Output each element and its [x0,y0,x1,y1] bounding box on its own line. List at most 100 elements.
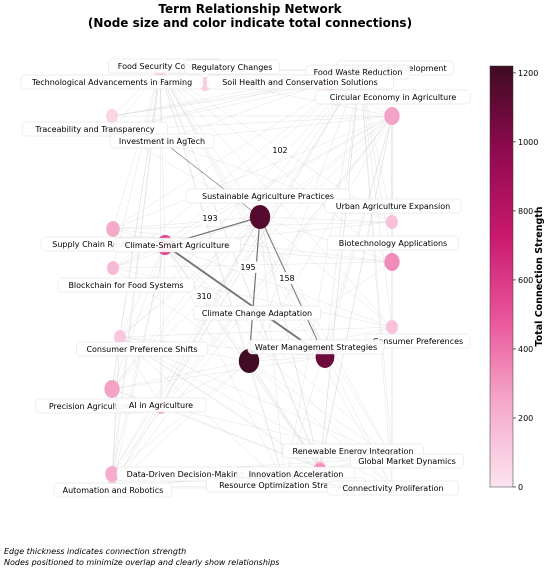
node-label-box [113,237,241,253]
edge-faint [119,69,361,338]
edge-faint [112,115,393,230]
node-precision-agriculture[interactable] [104,380,120,398]
node-label-food-security-concerns: Food Security Concerns [118,62,212,71]
node-label-box [324,198,462,214]
edge-faint [119,326,393,338]
edge-faint [259,216,393,223]
node-label-climate-smart-agriculture: Climate-Smart Agriculture [125,241,229,250]
node-consumer-preference-shifts[interactable] [114,330,126,344]
node-urban-agriculture-expansion[interactable] [386,215,398,229]
edge-weight-label: 310 [196,292,211,301]
edge-label-box [277,272,297,284]
colorbar-gradient [489,65,514,488]
chart-title-line-1: Term Relationship Network [158,2,342,16]
node-label-blockchain-for-food-systems: Blockchain for Food Systems [68,281,183,290]
node-consumer-preferences[interactable] [386,320,398,334]
node-label-box [350,453,464,469]
edge-faint [259,216,393,459]
node-label-soil-health-and-conservation-solutions: Soil Health and Conservation Solutions [222,78,378,87]
edge-faint [259,216,393,263]
node-label-data-driven-decision-making: Data-Driven Decision-Making [127,470,244,479]
node-label-resource-optimization-strategies: Resource Optimization Strategies [219,481,353,490]
node-data-driven-decision-making[interactable] [105,466,119,482]
edge-climate-smart-agriculture-water-management-strategies [164,244,326,358]
node-label-box [185,188,351,204]
edge-faint [112,69,161,230]
node-label-sustainable-agriculture-practices: Sustainable Agriculture Practices [202,192,334,201]
edge-faint [111,69,361,489]
edge-label-box [200,212,220,224]
colorbar-tick-label: 600 [518,276,533,285]
node-sustainable-agriculture-practices[interactable] [249,205,271,229]
node-label-box [22,121,168,137]
edge-sustainable-agriculture-practices-investment-in-agtech [161,140,261,218]
edge-faint [248,356,326,362]
edge-faint [119,216,261,338]
node-label-consumer-preference-shifts: Consumer Preference Shifts [86,345,197,354]
node-circular-economy-in-agriculture[interactable] [384,107,400,125]
node-label-box [115,397,207,413]
node-label-circular-economy-in-agriculture: Circular Economy in Agriculture [330,93,457,102]
edge-weight-label: 195 [240,263,255,272]
node-label-supply-chain-resilience: Supply Chain Resilience [52,240,148,249]
edge-faint [160,244,166,407]
edge-faint [111,360,250,475]
edge-faint [359,69,393,459]
node-label-connectivity-proliferation: Connectivity Proliferation [342,484,443,493]
edge-label-box [238,261,258,273]
node-blockchain-for-food-systems[interactable] [107,261,119,275]
edge-label-box [270,144,290,156]
edge-weight-label: 102 [272,146,287,155]
edge-faint [160,115,393,407]
node-label-water-management-strategies: Water Management Strategies [255,343,377,352]
node-label-consumer-preferences: Consumer Preferences [373,337,463,346]
edge-faint [111,115,393,475]
colorbar-tick-label: 0 [518,483,523,492]
edge-weight-label: 193 [202,214,217,223]
edge-faint [112,69,161,269]
node-label-box [315,89,471,105]
node-label-innovation-acceleration: Innovation Acceleration [249,470,344,479]
node-label-regulatory-changes: Regulatory Changes [192,63,273,72]
node-label-technological-advancements-in-farming: Technological Advancements in Farming [31,78,192,87]
edge-faint [112,216,261,230]
node-label-box [109,133,215,149]
colorbar-tick-label: 1000 [518,138,538,147]
edge-faint [119,336,393,489]
node-climate-change-adaptation[interactable] [238,349,260,373]
node-label-box [206,74,394,90]
node-label-box [57,277,195,293]
node-label-box [193,305,321,321]
node-label-box [53,482,173,498]
node-label-precision-agriculture: Precision Agriculture [49,402,131,411]
colorbar-tick-label: 1200 [518,69,538,78]
node-biotechnology-applications[interactable] [384,253,400,271]
chart-title: Term Relationship Network (Node size and… [0,2,500,30]
node-label-ai-in-agriculture: AI in Agriculture [129,401,193,410]
edge-weight-label: 158 [279,274,294,283]
edge-faint [112,228,393,263]
colorbar: 0 200 400 600 800 1000 1200 Total Connection St… [489,65,545,492]
edge-label-box [194,290,214,302]
edge-faint [248,360,286,486]
node-label-box [184,59,280,75]
edge-faint [111,356,326,390]
chart-title-line-2: (Node size and color indicate total conn… [87,16,413,30]
node-label-renewable-energy-integration: Renewable Energy Integration [293,447,414,456]
edge-label-layer: 102 193 195 158 310 [194,144,297,302]
node-label-urban-agriculture-expansion: Urban Agriculture Expansion [336,202,450,211]
colorbar-tick-label: 800 [518,207,533,216]
edge-faint [359,69,393,489]
edge-sustainable-agriculture-practices-climate-change-adaptation [248,216,261,362]
node-label-box [20,74,204,90]
edge-faint [119,336,393,459]
edge-faint [164,244,393,328]
node-label-box [247,339,385,355]
node-label-biotechnology-applications: Biotechnology Applications [339,239,447,248]
edge-sustainable-agriculture-practices-water-management-strategies [259,216,326,358]
node-technological-advancements-in-farming[interactable] [106,109,118,123]
edge-faint [259,216,393,328]
node-supply-chain-resilience[interactable] [106,221,120,237]
